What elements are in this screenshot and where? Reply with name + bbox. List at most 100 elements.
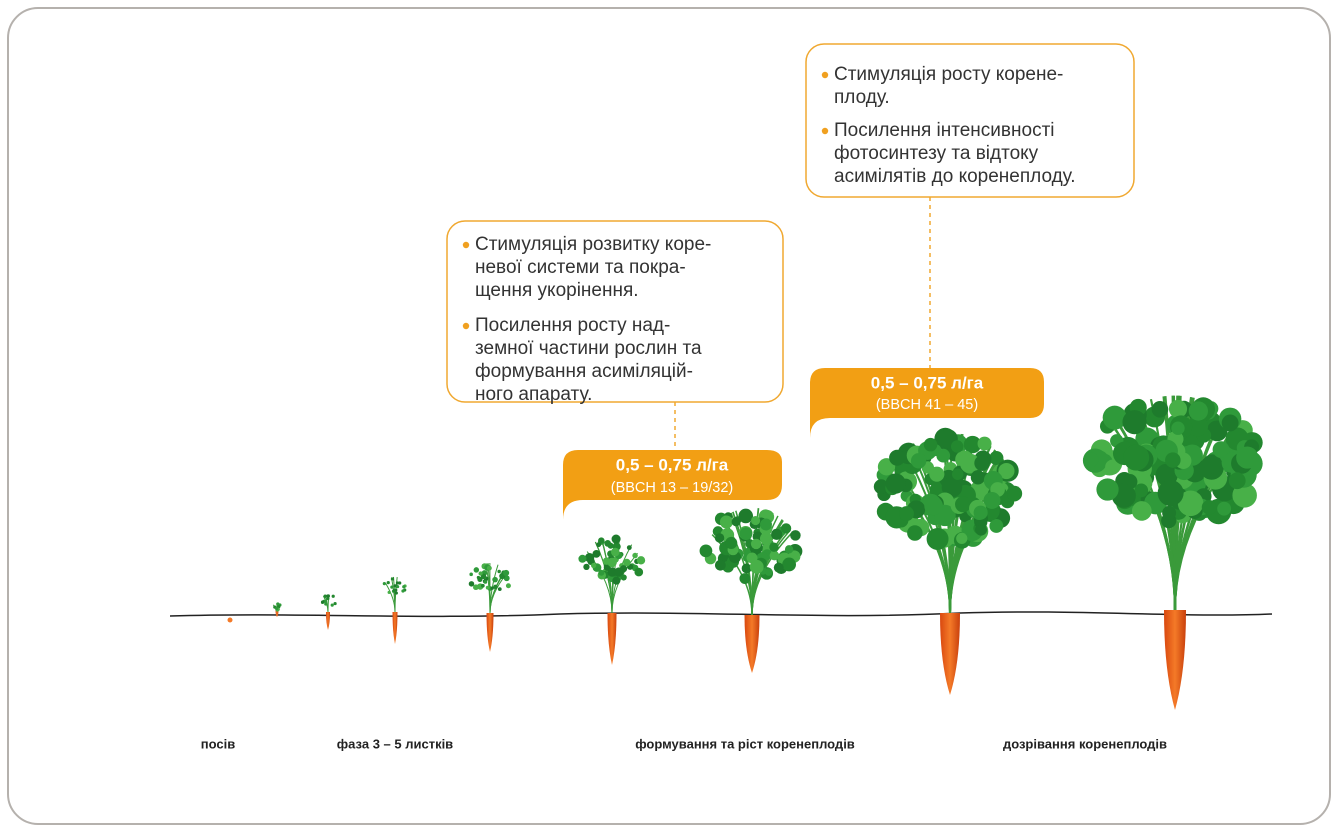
leaf bbox=[321, 600, 325, 604]
leaf bbox=[782, 557, 796, 572]
leaf bbox=[1212, 441, 1230, 459]
leaf bbox=[955, 496, 971, 513]
leaf bbox=[382, 582, 386, 586]
leaf bbox=[1236, 446, 1259, 469]
leaf bbox=[481, 574, 486, 580]
leaf bbox=[1162, 505, 1177, 520]
leaf bbox=[473, 567, 480, 573]
bullet-text: ного апарату. bbox=[475, 384, 592, 405]
leaf bbox=[611, 534, 621, 544]
leaf bbox=[764, 568, 773, 576]
stage-code: (BBCH 41 – 45) bbox=[876, 397, 978, 413]
leaf bbox=[751, 515, 761, 526]
leaf bbox=[936, 448, 951, 463]
leaf bbox=[1168, 399, 1188, 419]
leaf bbox=[1123, 444, 1150, 471]
callout-box bbox=[805, 43, 1135, 198]
leaf bbox=[392, 588, 396, 593]
leaf bbox=[623, 558, 631, 567]
leaf bbox=[1177, 490, 1204, 517]
bullet bbox=[821, 127, 829, 135]
leaf bbox=[468, 581, 475, 587]
bullet-text: Посилення росту над- bbox=[475, 315, 670, 336]
leaf bbox=[731, 517, 741, 527]
stage-code: (BBCH 13 – 19/32) bbox=[611, 480, 734, 496]
leaf bbox=[632, 552, 638, 559]
leaf bbox=[1102, 405, 1127, 430]
leaf bbox=[620, 574, 627, 581]
leaf bbox=[1134, 483, 1149, 498]
leaf bbox=[1221, 414, 1239, 432]
leaf bbox=[274, 606, 279, 611]
leaf bbox=[738, 508, 754, 524]
leaf bbox=[1083, 452, 1099, 468]
leaf bbox=[885, 473, 906, 494]
leaf bbox=[907, 525, 923, 541]
leaf bbox=[1201, 499, 1217, 515]
leaf bbox=[620, 565, 628, 573]
leaf bbox=[924, 496, 943, 516]
seed bbox=[227, 617, 233, 623]
leaf bbox=[480, 583, 485, 588]
leaf bbox=[469, 572, 473, 577]
leaf bbox=[1157, 480, 1184, 507]
stage-label: посів bbox=[201, 736, 235, 751]
leaf bbox=[889, 449, 906, 466]
frame bbox=[7, 7, 1331, 825]
leaf bbox=[394, 591, 398, 595]
leaf bbox=[1096, 478, 1119, 501]
leaf bbox=[873, 479, 889, 494]
leaf bbox=[739, 573, 751, 584]
carrot-root bbox=[940, 613, 960, 695]
ground-line bbox=[169, 611, 1273, 618]
leaf bbox=[330, 603, 334, 607]
leaf bbox=[926, 528, 949, 550]
leaf bbox=[769, 542, 779, 552]
leaf bbox=[604, 540, 612, 547]
leaf bbox=[276, 602, 280, 606]
leaf bbox=[583, 563, 590, 571]
leaf bbox=[477, 576, 483, 582]
bullet-text: Посилення інтенсивності bbox=[834, 120, 1055, 141]
carrot-root bbox=[275, 610, 279, 617]
plants bbox=[227, 395, 1263, 710]
leaf bbox=[749, 559, 764, 574]
carrot-root bbox=[486, 613, 494, 652]
leaf bbox=[323, 599, 328, 603]
leaf bbox=[326, 594, 330, 598]
leaf bbox=[503, 569, 510, 576]
leaf bbox=[725, 536, 738, 550]
leaf bbox=[323, 594, 327, 598]
leaf bbox=[950, 440, 964, 453]
leaf bbox=[1165, 452, 1181, 468]
leaf bbox=[395, 581, 400, 585]
leaf bbox=[636, 556, 646, 565]
leaf bbox=[941, 476, 963, 498]
leaf bbox=[393, 584, 397, 588]
leaf bbox=[960, 453, 980, 474]
leaf bbox=[719, 515, 733, 529]
leaf bbox=[929, 466, 945, 482]
leaf bbox=[970, 470, 986, 485]
leaf bbox=[773, 562, 784, 573]
leaf bbox=[1105, 459, 1120, 475]
dose-text: 0,5 – 0,75 л/га bbox=[871, 373, 984, 392]
leaf bbox=[596, 542, 602, 548]
bullet bbox=[821, 71, 829, 79]
bullet-text: плоду. bbox=[834, 87, 890, 108]
carrot-root bbox=[392, 612, 398, 644]
leaf bbox=[1151, 401, 1169, 418]
leaf bbox=[780, 523, 792, 534]
bullet-text: невої системи та покра- bbox=[475, 257, 686, 278]
leaf bbox=[1228, 472, 1246, 490]
bullet bbox=[462, 241, 470, 249]
leaf bbox=[602, 557, 611, 565]
leaf bbox=[626, 545, 632, 551]
stage-label: фаза 3 – 5 листків bbox=[337, 736, 453, 751]
leaf bbox=[769, 550, 780, 561]
leaf bbox=[402, 585, 406, 589]
leaf bbox=[324, 602, 328, 606]
leaf bbox=[396, 585, 400, 589]
bullet-text: асимілятів до коренеплоду. bbox=[834, 166, 1076, 187]
leaf bbox=[326, 597, 330, 601]
